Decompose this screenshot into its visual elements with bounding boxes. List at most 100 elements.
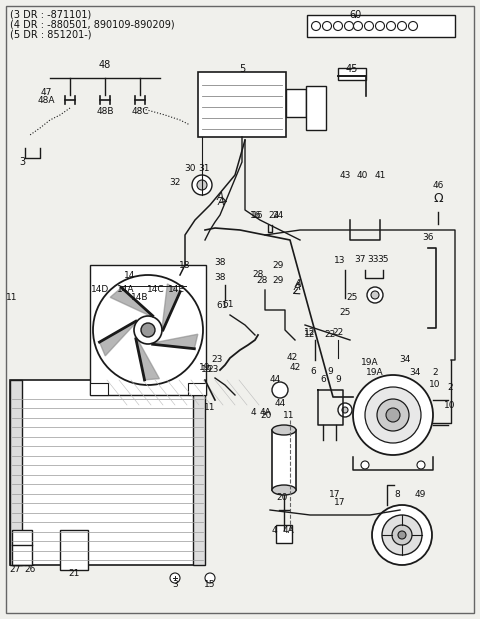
Text: 16: 16 [252, 211, 264, 220]
Circle shape [372, 505, 432, 565]
Bar [198, 72, 286, 137]
Circle shape [334, 22, 343, 30]
Text: 11: 11 [283, 411, 295, 420]
Circle shape [371, 291, 379, 299]
Text: 10: 10 [429, 380, 441, 389]
Circle shape [353, 22, 362, 30]
Text: 14B: 14B [131, 293, 149, 302]
Circle shape [361, 461, 369, 469]
Text: 42: 42 [287, 353, 298, 362]
Text: 48: 48 [99, 60, 111, 70]
Text: 47: 47 [41, 87, 52, 97]
Text: 19: 19 [201, 365, 213, 374]
Text: 4: 4 [271, 526, 277, 535]
Text: 13: 13 [334, 256, 346, 265]
Text: 40: 40 [356, 171, 368, 180]
Text: 38: 38 [214, 258, 226, 267]
Circle shape [417, 461, 425, 469]
Text: 61: 61 [222, 300, 234, 309]
Circle shape [377, 399, 409, 431]
Text: 31: 31 [198, 164, 210, 173]
Text: 34: 34 [409, 368, 420, 377]
Text: A: A [218, 197, 225, 207]
Circle shape [170, 573, 180, 583]
Text: 11: 11 [6, 293, 18, 302]
Circle shape [93, 275, 203, 385]
Ellipse shape [272, 485, 296, 495]
Circle shape [397, 22, 407, 30]
Text: 2: 2 [432, 368, 438, 377]
Text: 22: 22 [332, 328, 344, 337]
Text: 14C: 14C [147, 285, 165, 294]
Text: A: A [293, 282, 300, 292]
Polygon shape [162, 284, 180, 330]
Text: 19: 19 [199, 363, 211, 372]
Text: 27: 27 [9, 565, 21, 574]
Text: 17: 17 [334, 498, 346, 507]
Text: 17: 17 [329, 490, 341, 499]
Text: 5: 5 [239, 64, 245, 74]
Text: 14E: 14E [168, 285, 184, 294]
Circle shape [134, 316, 162, 344]
Bar [338, 68, 366, 80]
Circle shape [367, 287, 383, 303]
Text: 14: 14 [124, 271, 136, 280]
Text: 48A: 48A [37, 95, 55, 105]
Text: 3: 3 [19, 157, 25, 167]
Circle shape [141, 323, 155, 337]
Text: 28: 28 [256, 276, 268, 285]
Bar [10, 380, 205, 565]
Text: (4 DR : -880501, 890109-890209): (4 DR : -880501, 890109-890209) [10, 19, 175, 29]
Text: 4A: 4A [282, 526, 294, 535]
Bar [193, 380, 205, 565]
Text: 20: 20 [260, 411, 272, 420]
Text: 42: 42 [289, 363, 300, 372]
Bar [188, 383, 206, 395]
Circle shape [323, 22, 332, 30]
Circle shape [408, 22, 418, 30]
Text: 6: 6 [320, 375, 326, 384]
Bar [307, 15, 455, 37]
Bar [60, 530, 88, 570]
Text: 14A: 14A [117, 285, 135, 294]
Text: 45: 45 [346, 64, 358, 74]
Text: 22: 22 [324, 330, 336, 339]
Bar [90, 265, 206, 395]
Text: 29: 29 [272, 276, 284, 285]
Text: 18: 18 [179, 261, 191, 270]
Text: 12: 12 [304, 328, 316, 337]
Text: 11: 11 [204, 403, 216, 412]
Bar [272, 430, 296, 490]
Text: 19A: 19A [366, 368, 384, 377]
Circle shape [386, 22, 396, 30]
Text: 9: 9 [327, 367, 333, 376]
Text: 9: 9 [335, 375, 341, 384]
Text: 48C: 48C [131, 107, 149, 116]
Text: 33: 33 [367, 255, 379, 264]
Circle shape [398, 531, 406, 539]
Text: 44: 44 [269, 375, 281, 384]
Circle shape [392, 525, 412, 545]
Text: 14D: 14D [91, 285, 109, 294]
Text: 32: 32 [169, 178, 180, 187]
Circle shape [205, 573, 215, 583]
Text: 26: 26 [24, 565, 36, 574]
Text: 4: 4 [250, 408, 256, 417]
Text: 25: 25 [346, 293, 358, 302]
Circle shape [375, 22, 384, 30]
Ellipse shape [272, 425, 296, 435]
Circle shape [353, 375, 433, 455]
Text: 61: 61 [216, 301, 228, 310]
Text: 48B: 48B [96, 107, 114, 116]
Text: 29: 29 [272, 261, 284, 270]
Text: 30: 30 [184, 164, 196, 173]
Text: 43: 43 [339, 171, 351, 180]
Bar [306, 86, 326, 130]
Text: 4A: 4A [259, 408, 271, 417]
Text: 19A: 19A [361, 358, 379, 367]
Bar [90, 383, 108, 395]
Text: 37: 37 [354, 255, 366, 264]
Text: 60: 60 [349, 10, 361, 20]
Circle shape [365, 387, 421, 443]
Text: 6: 6 [310, 367, 316, 376]
